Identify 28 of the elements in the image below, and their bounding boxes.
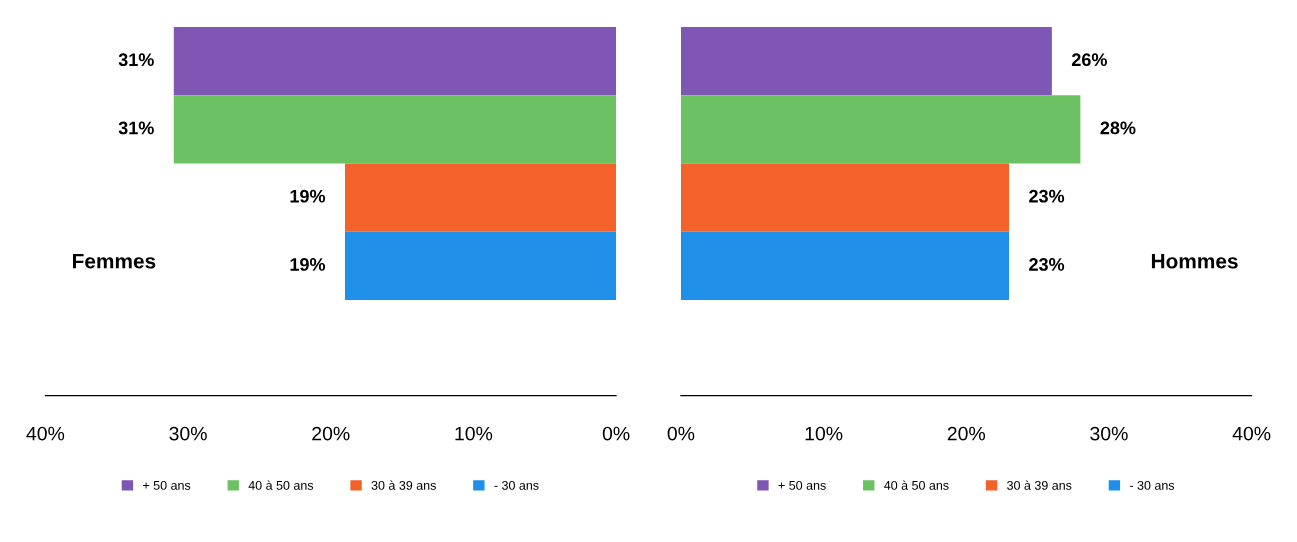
x-tick-label: 20% <box>312 426 350 441</box>
data-label: 23% <box>1029 258 1065 271</box>
text: Femmes <box>73 254 156 269</box>
x-tick-label: 10% <box>805 426 843 441</box>
x-tick-label: 0% <box>602 426 630 441</box>
data-label: 31% <box>118 53 154 67</box>
x-tick-label: 40% <box>26 426 65 441</box>
data-label: 31% <box>118 121 154 135</box>
x-tick-label: 20% <box>947 426 986 441</box>
legend-label: 30 à 39 ans <box>371 480 436 490</box>
legend-label: 30 à 39 ans <box>1007 480 1072 490</box>
legend-label: 40 à 50 ans <box>248 480 314 490</box>
legend-label: - 30 ans <box>1129 480 1175 490</box>
data-label: 28% <box>1100 121 1136 135</box>
data-label: 19% <box>290 258 326 271</box>
text: Hommes <box>1151 254 1238 269</box>
legend-label: - 30 ans <box>494 480 539 490</box>
data-label: 19% <box>290 189 326 203</box>
legend-label: 40 à 50 ans <box>884 480 949 490</box>
x-tick-label: 40% <box>1232 426 1271 441</box>
legend-label: + 50 ans <box>778 480 826 490</box>
x-tick-label: 0% <box>667 426 695 441</box>
data-label: 23% <box>1029 189 1065 203</box>
legend-label: + 50 ans <box>143 480 191 490</box>
data-label: 26% <box>1071 53 1107 67</box>
x-tick-label: 30% <box>169 426 207 441</box>
x-tick-label: 10% <box>455 426 493 441</box>
x-tick-label: 30% <box>1090 426 1128 441</box>
